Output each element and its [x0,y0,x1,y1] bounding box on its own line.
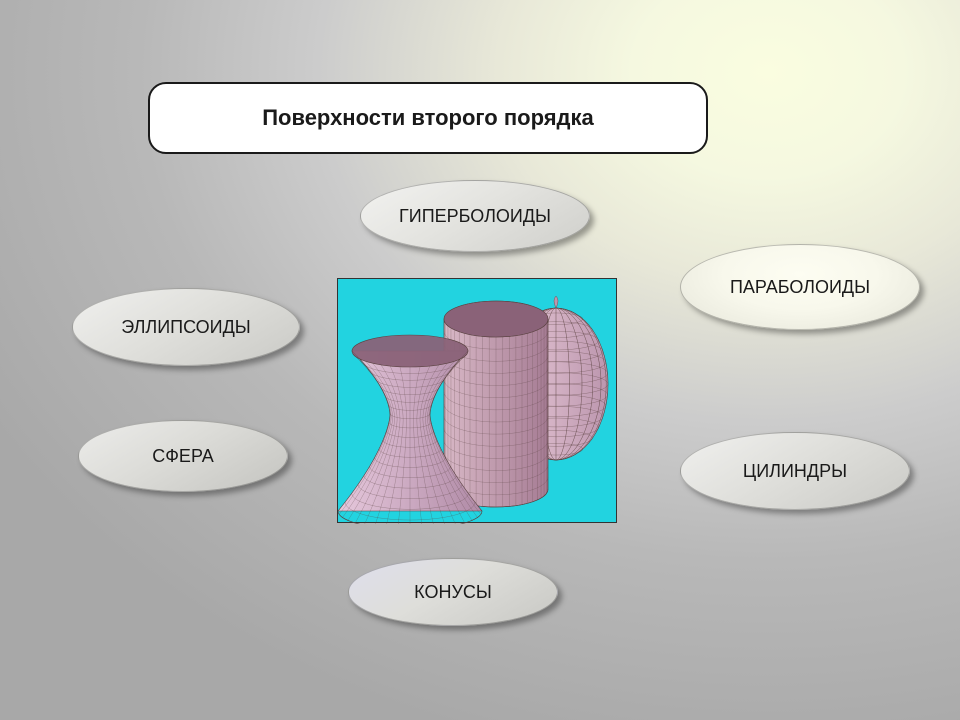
bubble-paraboloids-label: ПАРАБОЛОИДЫ [730,277,870,298]
title-text: Поверхности второго порядка [262,105,594,131]
bubble-cylinders[interactable]: ЦИЛИНДРЫ [680,432,910,510]
center-surfaces-image [337,278,617,523]
bubble-paraboloids[interactable]: ПАРАБОЛОИДЫ [680,244,920,330]
bubble-cones-label: КОНУСЫ [414,582,492,603]
bubble-cones[interactable]: КОНУСЫ [348,558,558,626]
bubble-sphere[interactable]: СФЕРА [78,420,288,492]
title-box: Поверхности второго порядка [148,82,708,154]
bubble-cylinders-label: ЦИЛИНДРЫ [743,461,847,482]
bubble-ellipsoids-label: ЭЛЛИПСОИДЫ [121,317,251,338]
bubble-ellipsoids[interactable]: ЭЛЛИПСОИДЫ [72,288,300,366]
bubble-hyperboloids-label: ГИПЕРБОЛОИДЫ [399,206,551,227]
bubble-sphere-label: СФЕРА [152,446,214,467]
bubble-hyperboloids[interactable]: ГИПЕРБОЛОИДЫ [360,180,590,252]
